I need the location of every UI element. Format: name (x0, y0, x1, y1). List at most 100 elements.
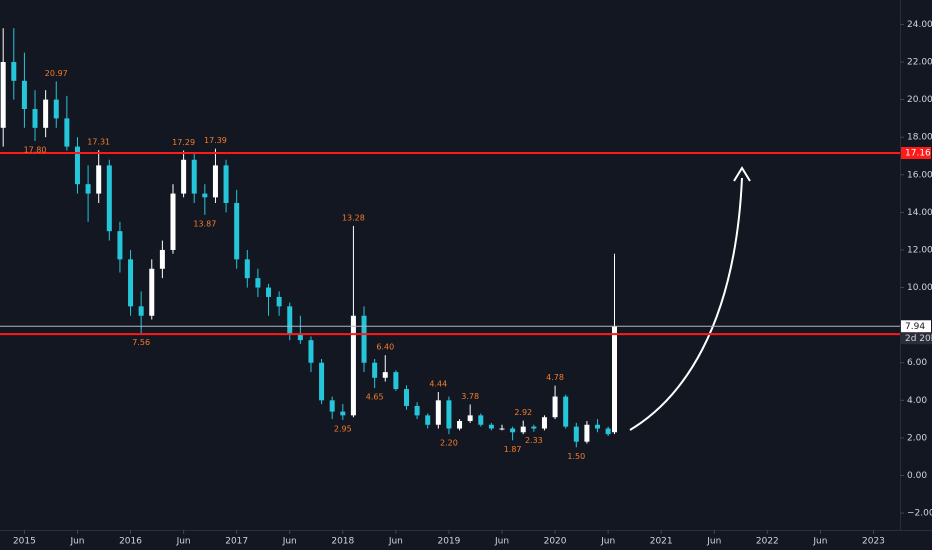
candle-body (393, 372, 399, 390)
countdown-tag (901, 332, 932, 345)
y-tick-label: 14.00 (907, 208, 932, 218)
candle-body (488, 424, 494, 429)
candle-body (85, 184, 91, 194)
y-tick-label: 16.00 (907, 170, 932, 180)
candle-body (573, 426, 579, 442)
candle-body (350, 315, 356, 416)
candle-body (191, 159, 197, 194)
candle-body (74, 146, 80, 185)
candle-body (138, 306, 144, 316)
x-tick-label: 2015 (13, 537, 36, 547)
candle-body (382, 372, 388, 378)
x-tick-label: Jun (388, 537, 403, 547)
candle-body (117, 231, 123, 260)
candle-body (181, 159, 187, 194)
level-tag (901, 320, 931, 333)
price-annotation: 7.56 (132, 338, 150, 347)
y-tick-label: −2.00 (907, 509, 932, 519)
y-tick-label: 24.00 (907, 20, 932, 30)
candle-body (605, 428, 611, 435)
price-annotation: 17.39 (204, 136, 227, 145)
candle-body (276, 296, 282, 307)
candle-body (435, 400, 441, 425)
candle-body (53, 99, 59, 119)
candle-body (297, 334, 303, 341)
y-tick-label: 4.00 (907, 396, 927, 406)
candle-body (32, 109, 38, 128)
candle-body (106, 165, 112, 232)
arrow (629, 177, 743, 431)
x-tick-label: 2022 (756, 537, 779, 547)
candle-body (563, 396, 569, 427)
price-annotation: 13.87 (193, 219, 216, 228)
price-annotation: 6.40 (376, 343, 394, 352)
candle-body (499, 428, 505, 430)
candle-body (584, 424, 590, 442)
y-tick-label: 10.00 (907, 283, 932, 293)
candle-body (0, 62, 6, 128)
x-tick-label: Jun (176, 537, 191, 547)
arrow-head (733, 166, 751, 182)
candle-body (372, 362, 378, 378)
y-tick-label: 20.00 (907, 95, 932, 105)
price-annotation: 3.78 (461, 392, 479, 401)
candle-body (159, 249, 165, 269)
price-annotation: 17.80 (24, 145, 47, 154)
level-tag (901, 146, 931, 159)
candle-body (510, 428, 516, 433)
candle-body (308, 340, 314, 363)
candle-body (244, 259, 250, 279)
candle-body (266, 287, 272, 297)
price-annotation: 1.50 (567, 452, 585, 461)
y-tick-label: 0.00 (907, 471, 927, 481)
candle-body (287, 306, 293, 335)
candle-body (329, 400, 335, 412)
countdown: 2d 20h (905, 334, 932, 344)
price-annotation: 2.33 (525, 436, 543, 445)
candle-body (478, 415, 484, 425)
x-tick-label: Jun (69, 537, 84, 547)
y-tick-label: 12.00 (907, 245, 932, 255)
plot (0, 28, 618, 448)
x-tick-label: 2016 (119, 537, 142, 547)
price-annotation: 4.78 (546, 373, 564, 382)
candle-body (531, 426, 537, 429)
price-annotation: 2.95 (334, 425, 352, 434)
level-label: 7.94 (905, 322, 925, 332)
x-tick-label: Jun (494, 537, 509, 547)
candle-body (202, 193, 208, 198)
candle-body (96, 165, 102, 194)
y-tick-label: 18.00 (907, 133, 932, 143)
candle-body (149, 268, 155, 316)
price-annotation: 20.97 (45, 69, 68, 78)
y-tick-label: 6.00 (907, 358, 927, 368)
price-annotation: 17.29 (172, 138, 195, 147)
x-tick-label: Jun (706, 537, 721, 547)
candle-body (552, 396, 558, 418)
candle-body (414, 405, 420, 416)
price-annotation: 1.87 (504, 445, 522, 454)
price-annotation: 4.65 (366, 393, 384, 402)
candle-body (223, 165, 229, 203)
x-tick-label: 2018 (331, 537, 354, 547)
price-annotation: 17.31 (87, 138, 110, 147)
candle-body (520, 426, 526, 433)
candle-body (425, 415, 431, 425)
level-label: 17.16 (905, 148, 931, 158)
candle-body (128, 259, 134, 307)
price-annotation: 2.92 (514, 408, 532, 417)
candle-body (612, 326, 618, 433)
candle-body (11, 62, 17, 81)
candle-body (43, 99, 49, 128)
x-tick-label: Jun (282, 537, 297, 547)
candle-body (403, 389, 409, 406)
x-tick-label: 2017 (225, 537, 248, 547)
candle-body (467, 415, 473, 421)
candle-body (446, 400, 452, 429)
price-annotation: 13.28 (342, 213, 365, 222)
candle-body (319, 362, 325, 401)
x-tick-label: Jun (600, 537, 615, 547)
candle-body (170, 193, 176, 250)
price-annotation: 4.44 (429, 380, 447, 389)
